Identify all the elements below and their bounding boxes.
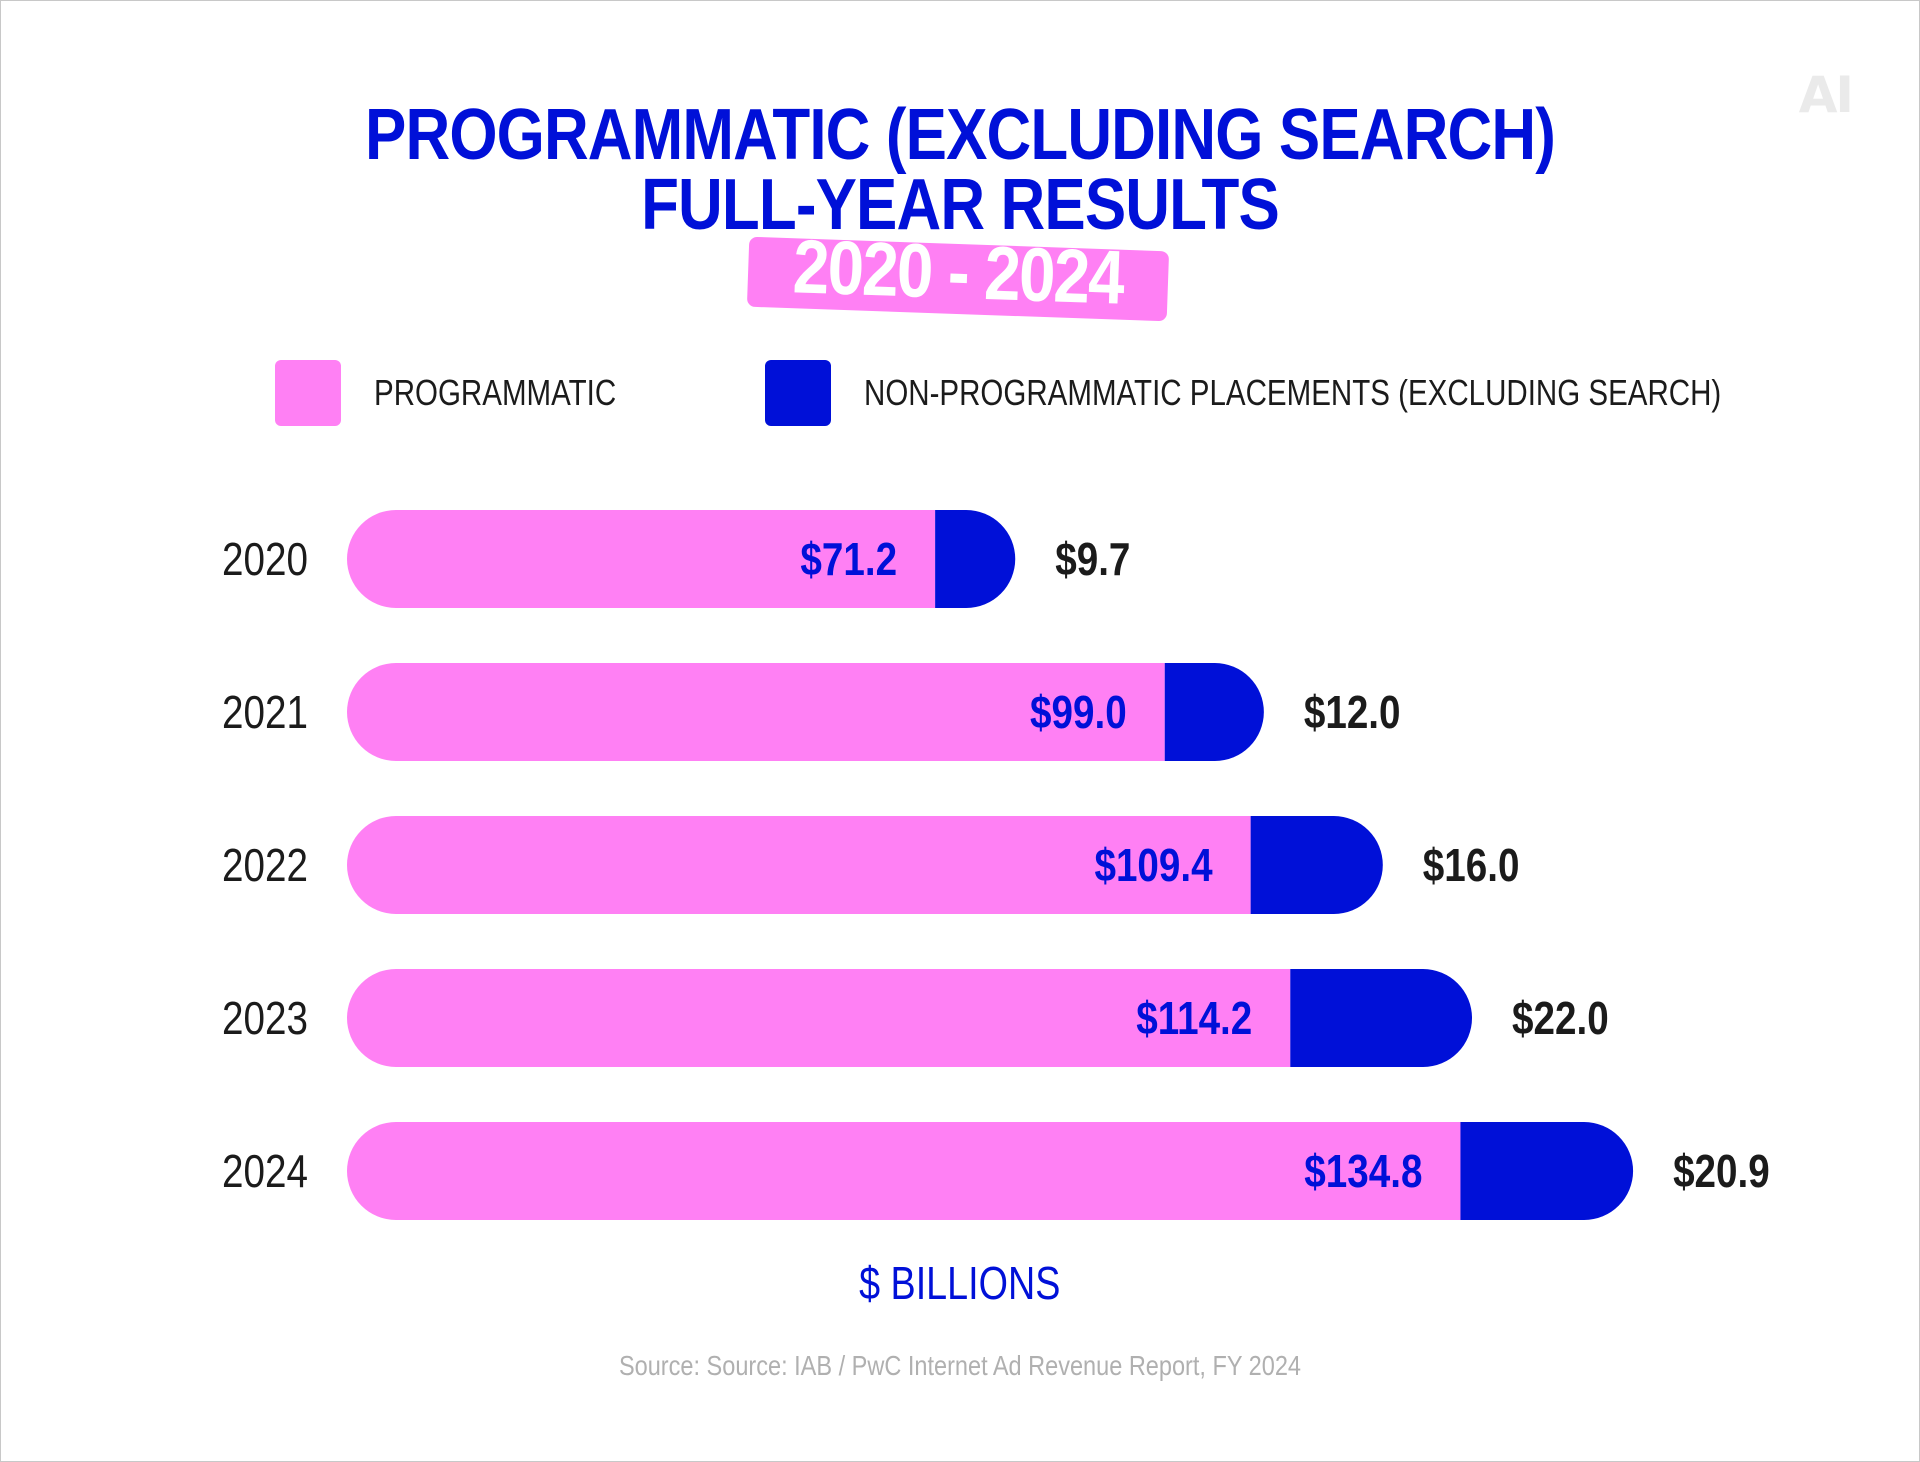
category-label: 2024	[222, 1146, 308, 1197]
brand-logo: AI	[1798, 66, 1854, 124]
legend-label-programmatic: PROGRAMMATIC	[374, 372, 617, 413]
bar-programmatic	[347, 1122, 1461, 1220]
data-label-programmatic: $114.2	[1136, 993, 1252, 1044]
chart-title: PROGRAMMATIC (EXCLUDING SEARCH) FULL-YEA…	[0, 95, 1920, 245]
data-label-non-programmatic: $22.0	[1512, 993, 1609, 1044]
bar-non-programmatic	[935, 510, 1016, 608]
axis-unit-label: $ BILLIONS	[859, 1257, 1061, 1309]
data-label-programmatic: $109.4	[1094, 840, 1213, 891]
source-note: Source: Source: IAB / PwC Internet Ad Re…	[618, 1350, 1302, 1381]
data-label-non-programmatic: $16.0	[1423, 840, 1520, 891]
bar-non-programmatic	[1460, 1122, 1634, 1220]
data-label-programmatic: $71.2	[800, 534, 897, 585]
legend-swatch-non-programmatic	[765, 360, 831, 426]
category-label: 2021	[222, 687, 308, 738]
legend-swatch-programmatic	[275, 360, 341, 426]
legend: PROGRAMMATIC NON-PROGRAMMATIC PLACEMENTS…	[0, 360, 1920, 428]
legend-label-non-programmatic: NON-PROGRAMMATIC PLACEMENTS (EXCLUDING S…	[864, 372, 1722, 413]
bar-programmatic	[347, 663, 1165, 761]
category-label: 2022	[222, 840, 308, 891]
bar-programmatic	[347, 969, 1291, 1067]
category-label: 2023	[222, 993, 308, 1044]
data-label-non-programmatic: $9.7	[1055, 534, 1130, 585]
bar-non-programmatic	[1290, 969, 1473, 1067]
title-line-2: FULL-YEAR RESULTS	[641, 165, 1280, 245]
data-label-non-programmatic: $12.0	[1304, 687, 1401, 738]
category-label: 2020	[222, 534, 308, 585]
bar-programmatic	[347, 510, 936, 608]
bar-programmatic	[347, 816, 1251, 914]
bar-non-programmatic	[1164, 663, 1264, 761]
data-label-programmatic: $99.0	[1030, 687, 1127, 738]
bar-non-programmatic	[1250, 816, 1383, 914]
title-line-1: PROGRAMMATIC (EXCLUDING SEARCH)	[365, 95, 1556, 175]
data-label-programmatic: $134.8	[1304, 1146, 1422, 1197]
data-label-non-programmatic: $20.9	[1673, 1146, 1770, 1197]
